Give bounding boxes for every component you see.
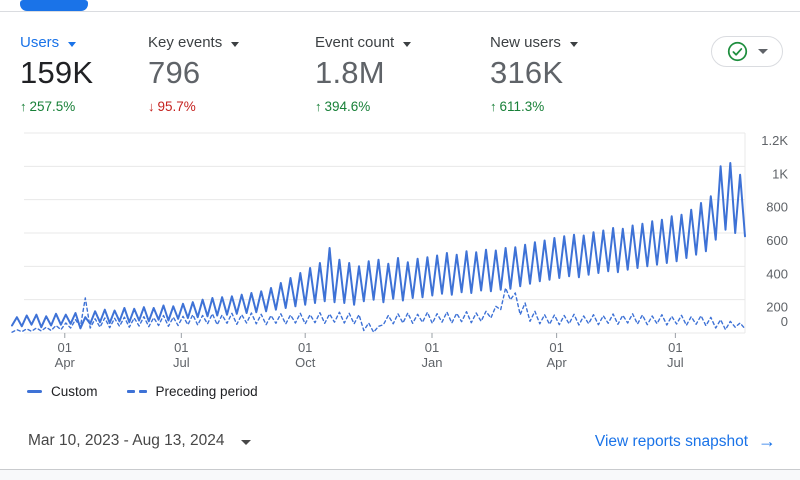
date-range-selector[interactable]: Mar 10, 2023 - Aug 13, 2024 <box>28 432 252 450</box>
chevron-down-icon <box>68 41 77 47</box>
metric-users-dropdown[interactable]: Users <box>20 34 93 52</box>
trend-up-icon: ↑ <box>315 99 322 114</box>
metric-event-count-dropdown[interactable]: Event count <box>315 34 412 52</box>
x-axis-label: Oct <box>295 355 316 370</box>
metric-label: New users <box>490 34 561 51</box>
metric-new-users: New users 316K ↑ 611.3% <box>490 34 578 114</box>
trend-down-icon: ↓ <box>148 99 155 114</box>
legend-solid-line-icon <box>27 390 42 393</box>
chart-canvas[interactable]: 1.2K1K800600400200001Apr01Jul01Oct01Jan0… <box>0 126 800 378</box>
metric-key-events: Key events 796 ↓ 95.7% <box>148 34 240 114</box>
chart-legend: Custom Preceding period <box>27 384 258 399</box>
metric-change: ↑ 611.3% <box>490 99 578 114</box>
y-axis-label: 200 <box>766 300 788 315</box>
chevron-down-icon <box>231 41 240 47</box>
y-axis-label: 600 <box>766 233 788 248</box>
y-axis-label: 1.2K <box>761 133 788 148</box>
metric-new-users-dropdown[interactable]: New users <box>490 34 578 52</box>
metric-change: ↓ 95.7% <box>148 99 239 114</box>
metric-change: ↑ 257.5% <box>20 99 93 114</box>
x-axis-label: 01 <box>298 340 312 355</box>
y-axis-label: 1K <box>772 166 788 181</box>
y-axis-label: 0 <box>781 314 788 329</box>
tab-strip <box>0 0 800 12</box>
series-line-custom[interactable] <box>11 162 746 330</box>
date-range-text: Mar 10, 2023 - Aug 13, 2024 <box>28 432 225 449</box>
metric-value: 316K <box>490 55 564 90</box>
active-tab-indicator[interactable] <box>20 0 88 11</box>
trend-up-icon: ↑ <box>20 99 27 114</box>
legend-label-preceding: Preceding period <box>155 384 258 399</box>
metric-change-value: 611.3% <box>499 99 545 114</box>
x-axis-label: Apr <box>55 355 76 370</box>
x-axis-label: Jul <box>667 355 684 370</box>
data-quality-button[interactable] <box>711 36 783 67</box>
chevron-down-icon <box>569 41 578 47</box>
metric-change: ↑ 394.6% <box>315 99 411 114</box>
y-axis-label: 800 <box>766 200 788 215</box>
bottom-divider <box>0 469 800 480</box>
arrow-right-icon: → <box>758 431 776 451</box>
x-axis-label: 01 <box>668 340 682 355</box>
x-axis-label: Jul <box>173 355 190 370</box>
x-axis-label: 01 <box>549 340 563 355</box>
metric-event-count: Event count 1.8M ↑ 394.6% <box>315 34 412 114</box>
metric-key-events-dropdown[interactable]: Key events <box>148 34 240 52</box>
chevron-down-icon <box>757 49 768 54</box>
x-axis-label: Apr <box>547 355 568 370</box>
metric-users: Users 159K ↑ 257.5% <box>20 34 93 114</box>
legend-dashed-line-icon <box>126 389 147 394</box>
x-axis-label: 01 <box>58 340 72 355</box>
x-axis-label: 01 <box>425 340 439 355</box>
x-axis-label: 01 <box>174 340 188 355</box>
link-label: View reports snapshot <box>594 432 748 450</box>
view-reports-snapshot-link[interactable]: View reports snapshot → <box>595 431 776 452</box>
chevron-down-icon <box>241 439 252 445</box>
metric-change-value: 257.5% <box>29 99 76 114</box>
metric-label: Event count <box>315 34 395 51</box>
users-over-time-chart[interactable]: 1.2K 1K 800 600 400 200 0 01 Apr 01 Jul 01 Oct 01 Jan 0… <box>0 126 800 378</box>
legend-label-custom: Custom <box>51 384 98 399</box>
metric-change-value: 394.6% <box>324 99 371 114</box>
series-line-preceding-period[interactable] <box>11 287 746 333</box>
metric-label: Key events <box>148 34 223 51</box>
x-axis-label: Jan <box>422 355 443 370</box>
metric-value: 1.8M <box>315 55 385 90</box>
y-axis-label: 400 <box>766 266 788 281</box>
chevron-down-icon <box>403 41 412 47</box>
check-circle-icon <box>727 41 747 62</box>
trend-up-icon: ↑ <box>490 99 497 114</box>
metric-value: 796 <box>148 55 201 90</box>
metric-change-value: 95.7% <box>157 99 196 114</box>
metric-value: 159K <box>20 55 94 90</box>
metric-label: Users <box>20 34 60 51</box>
